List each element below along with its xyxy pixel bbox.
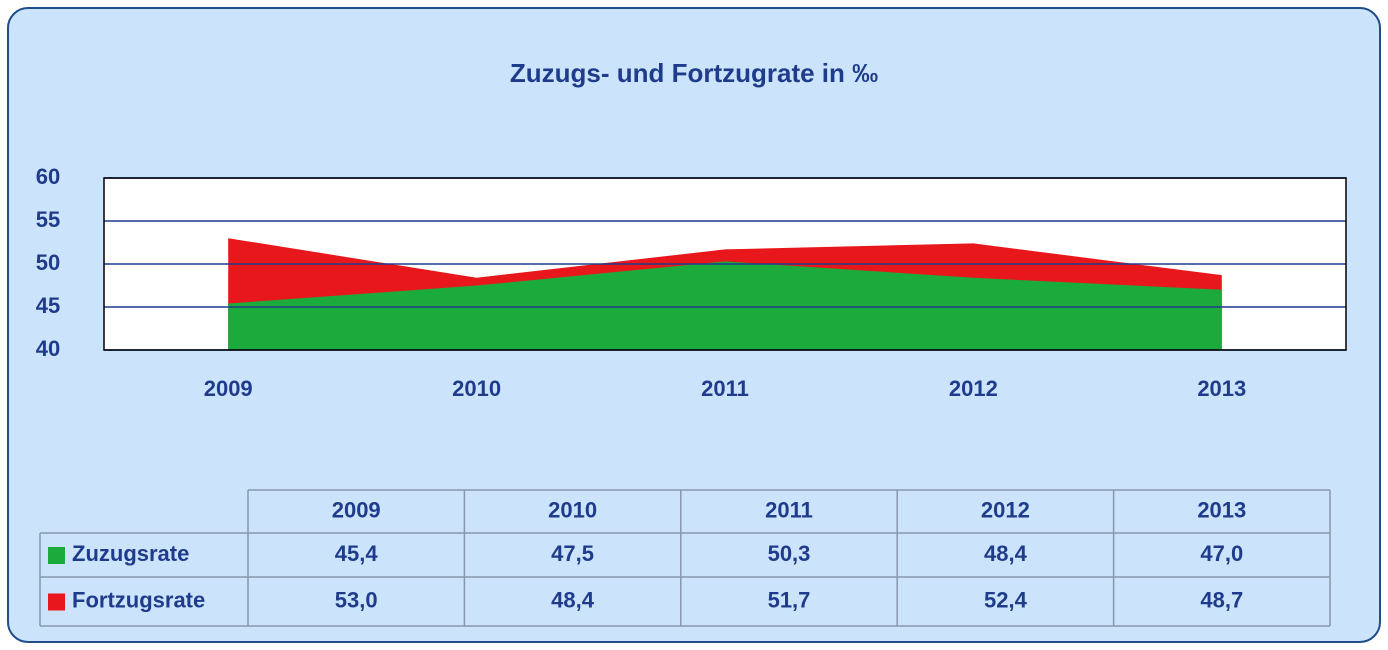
y-tick-label: 50 bbox=[36, 250, 60, 275]
table-header: 2009 bbox=[332, 497, 381, 522]
table-header: 2013 bbox=[1197, 497, 1246, 522]
table-value: 45,4 bbox=[335, 541, 379, 566]
table-value: 47,5 bbox=[551, 541, 594, 566]
y-tick-label: 60 bbox=[36, 164, 60, 189]
x-tick-label: 2013 bbox=[1197, 376, 1246, 401]
y-tick-label: 55 bbox=[36, 207, 60, 232]
table-value: 47,0 bbox=[1200, 541, 1243, 566]
x-tick-label: 2011 bbox=[701, 376, 749, 401]
x-tick-label: 2012 bbox=[949, 376, 998, 401]
table-value: 48,4 bbox=[551, 587, 595, 612]
legend-label: Zuzugsrate bbox=[72, 541, 189, 566]
table-value: 52,4 bbox=[984, 587, 1028, 612]
table-value: 51,7 bbox=[768, 587, 811, 612]
y-tick-label: 40 bbox=[36, 336, 60, 361]
y-tick-label: 45 bbox=[36, 293, 60, 318]
table-header: 2010 bbox=[548, 497, 597, 522]
area bbox=[228, 261, 1222, 350]
table-value: 48,4 bbox=[984, 541, 1028, 566]
chart-title: Zuzugs- und Fortzugrate in ‰ bbox=[510, 58, 878, 88]
table-value: 53,0 bbox=[335, 587, 378, 612]
legend-swatch bbox=[48, 593, 65, 611]
x-tick-label: 2010 bbox=[452, 376, 501, 401]
table-value: 48,7 bbox=[1200, 587, 1243, 612]
plot-border bbox=[103, 177, 1347, 351]
legend-label: Fortzugsrate bbox=[72, 587, 205, 612]
legend-swatch bbox=[48, 547, 65, 564]
x-tick-label: 2009 bbox=[204, 376, 253, 401]
table-header: 2011 bbox=[765, 497, 813, 522]
table-header: 2012 bbox=[981, 497, 1030, 522]
table-value: 50,3 bbox=[768, 541, 811, 566]
